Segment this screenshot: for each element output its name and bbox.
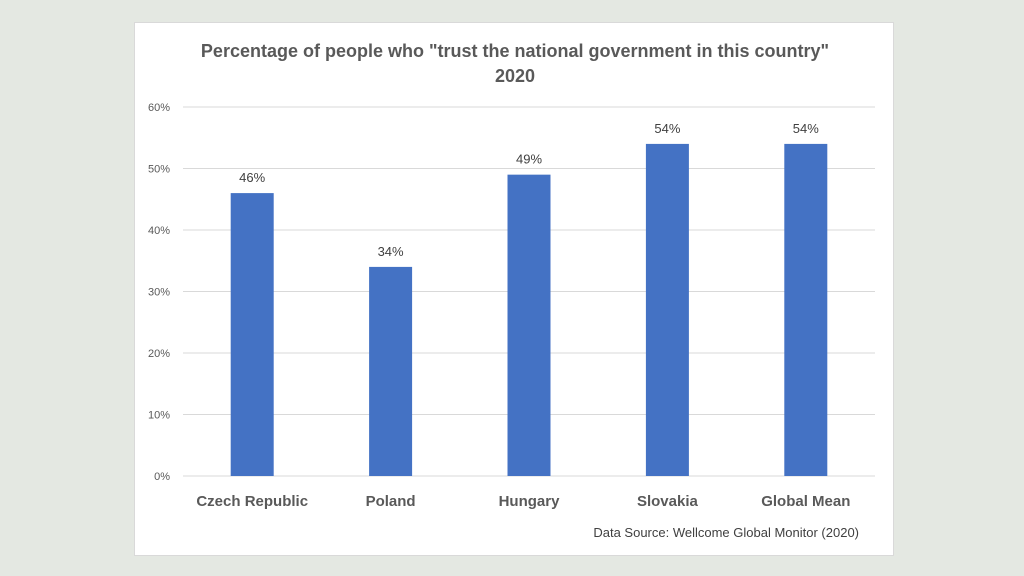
data-labels: 46% 34% 49% 54% 54%	[239, 121, 819, 259]
category-label: Czech Republic	[196, 493, 308, 510]
category-label: Poland	[366, 493, 416, 510]
bar	[230, 193, 274, 476]
y-tick-label: 60%	[148, 102, 170, 114]
chart-card: Percentage of people who "trust the nati…	[134, 22, 894, 556]
bar	[645, 143, 689, 476]
data-label: 46%	[239, 170, 265, 185]
y-tick-label: 10%	[148, 410, 170, 422]
x-axis-categories: Czech Republic Poland Hungary Slovakia Globa…	[196, 493, 850, 510]
category-label: Slovakia	[637, 493, 699, 510]
y-tick-label: 30%	[148, 287, 170, 299]
data-label: 54%	[793, 121, 819, 136]
chart-plot: 0% 10% 20% 30% 40% 50% 60% 46% 34% 49% 54% 54% Cze…	[148, 102, 875, 510]
bar	[507, 174, 551, 476]
category-label: Hungary	[499, 493, 561, 510]
y-tick-label: 40%	[148, 225, 170, 237]
bar	[369, 266, 413, 476]
bars	[230, 143, 828, 476]
data-label: 54%	[654, 121, 680, 136]
category-label: Global Mean	[761, 493, 850, 510]
data-source-note: Data Source: Wellcome Global Monitor (20…	[593, 525, 859, 540]
y-tick-label: 0%	[154, 471, 170, 483]
y-tick-label: 20%	[148, 348, 170, 360]
y-axis-ticks: 0% 10% 20% 30% 40% 50% 60%	[148, 102, 170, 483]
y-tick-label: 50%	[148, 164, 170, 176]
data-label: 49%	[516, 152, 542, 167]
gridlines	[183, 106, 875, 477]
bar	[784, 143, 828, 476]
chart-title: Percentage of people who "trust the nati…	[200, 41, 830, 86]
data-label: 34%	[378, 244, 404, 259]
